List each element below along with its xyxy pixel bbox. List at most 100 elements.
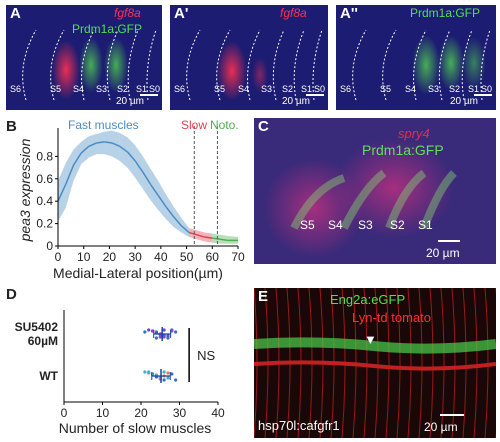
muscle-fiber [451, 288, 456, 438]
y-tick-label: 0.8 [36, 149, 53, 163]
mean-line [188, 231, 198, 236]
somite-label: S1 [468, 84, 480, 94]
category-label: WT [39, 369, 58, 383]
x-tick-label: 10 [96, 406, 110, 420]
mean-line [204, 236, 213, 239]
mean-line [80, 145, 90, 154]
x-tick-label: 70 [231, 250, 245, 264]
panel-b-region-slow: Slow [181, 118, 208, 132]
y-tick-label: 0 [46, 239, 53, 253]
panel-a1-letter: A' [174, 5, 189, 22]
ci-band [104, 130, 112, 157]
mean-line [65, 165, 75, 185]
panel-c-letter: C [258, 118, 269, 135]
x-tick-label: 30 [173, 406, 187, 420]
somite-label: S2 [282, 84, 294, 94]
somite-label: S6 [10, 84, 22, 94]
y-axis-label: pea3 expression [17, 138, 33, 242]
somite-label: S3 [96, 84, 108, 94]
ci-band [181, 218, 190, 238]
data-point [143, 330, 147, 334]
x-tick-label: 20 [103, 250, 117, 264]
data-point [174, 330, 178, 334]
panel-b-letter: B [6, 118, 17, 135]
panel-e-transgene: hsp70l:cafgfr1 [258, 418, 340, 433]
x-tick-label: 50 [180, 250, 194, 264]
data-point [174, 378, 178, 382]
significance-label: NS [197, 348, 215, 363]
mean-line [157, 195, 167, 208]
x-tick-label: 0 [55, 250, 62, 264]
mean-line [212, 237, 221, 241]
panel-a-scalebar [140, 94, 158, 96]
panel-a2-image [336, 5, 496, 110]
panel-e-image [254, 288, 496, 438]
mean-line [96, 141, 105, 144]
panel-e-scalebar [440, 414, 464, 416]
x-tick-label: 40 [211, 406, 225, 420]
x-tick-label: 20 [134, 406, 148, 420]
data-point [162, 328, 166, 332]
panel-b-region-fast: Fast muscles [68, 118, 139, 132]
x-tick-label: 30 [128, 250, 142, 264]
panel-c-scalebar [438, 240, 460, 242]
somite-label: S5 [50, 84, 62, 94]
somite-label: S3 [261, 84, 273, 94]
mean-line [119, 145, 128, 153]
somite-label: S2 [117, 84, 129, 94]
panel-a1-gene: fgf8a [280, 6, 307, 20]
panel-a1-scalebar [306, 94, 324, 96]
somite-label: S0 [314, 84, 326, 94]
data-point [170, 372, 174, 376]
panel-a2-letter: A'' [340, 5, 358, 22]
somite-label: S3 [428, 84, 440, 94]
x-tick-label: 60 [206, 250, 220, 264]
mean-line [111, 142, 121, 148]
panel-a2-scale-label: 20 µm [450, 96, 478, 107]
somite-label: S1 [301, 84, 313, 94]
data-point [154, 336, 158, 340]
x-tick-label: 0 [61, 406, 68, 420]
ci-band [119, 132, 128, 168]
muscle-fiber [429, 288, 434, 438]
x-tick-label: 10 [77, 250, 91, 264]
panel-a-reporter: Prdm1a:GFP [72, 22, 143, 36]
panel-a2-scalebar [474, 94, 492, 96]
data-point [166, 334, 170, 338]
muscle-fiber [440, 288, 445, 438]
somite-label: S4 [405, 84, 417, 94]
somite-label: S0 [149, 84, 161, 94]
panel-d-letter: D [6, 286, 17, 303]
arrowhead-marker: ▼ [364, 332, 377, 347]
y-tick-label: 0.4 [36, 194, 53, 208]
ci-band [88, 134, 97, 158]
muscle-fiber [385, 288, 390, 438]
panel-a-image [6, 5, 162, 110]
data-point [147, 328, 151, 332]
somite-label: S3 [358, 218, 373, 232]
data-point [158, 335, 162, 339]
mean-line [134, 160, 144, 173]
panel-e-scale-label: 20 µm [424, 420, 458, 434]
y-tick-label: 0.6 [36, 172, 53, 186]
somite-label: S6 [340, 84, 352, 94]
somite-label: S0 [481, 84, 493, 94]
panel-a-letter: A [10, 5, 21, 22]
x-axis-label: Medial-Lateral position(µm) [53, 265, 223, 281]
mean-line [149, 183, 159, 197]
mean-line [142, 171, 152, 185]
somite-label: S1 [136, 84, 148, 94]
somite-label: S5 [214, 84, 226, 94]
ci-band [173, 206, 182, 233]
panel-a2-reporter: Prdm1a:GFP [410, 6, 481, 20]
data-point [166, 376, 170, 380]
somite-label: S6 [174, 84, 186, 94]
data-point [143, 370, 147, 374]
muscle-fiber [363, 288, 368, 438]
data-point [162, 370, 166, 374]
mean-line [126, 151, 136, 162]
panel-c-texture [254, 118, 496, 264]
panel-a1-image [170, 5, 328, 110]
panel-c-gene: spry4 [398, 126, 430, 141]
mean-line [104, 141, 113, 144]
